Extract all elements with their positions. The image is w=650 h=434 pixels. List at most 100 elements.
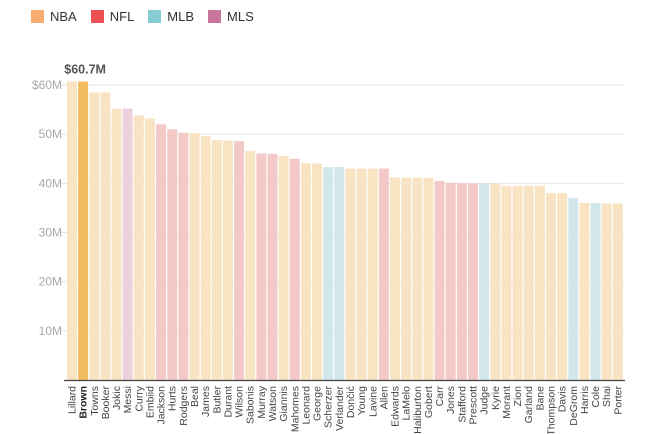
bar-allen: [378, 168, 389, 380]
x-tick-label: Garland: [523, 386, 535, 424]
y-tick-label: 10M: [39, 324, 62, 338]
x-tick-label: Curry: [133, 385, 145, 411]
bar-jackson: [156, 124, 167, 380]
bar-haliburton: [412, 177, 423, 380]
legend-label: MLB: [167, 9, 195, 24]
bar-mahomes: [289, 158, 300, 380]
x-tick-label: Dončić: [345, 386, 357, 418]
bar-george: [312, 163, 323, 380]
x-tick-label: Brown: [78, 386, 90, 419]
x-tick-label: Rodgers: [178, 386, 190, 426]
legend-swatch: [208, 10, 222, 23]
bar-booker: [100, 92, 111, 380]
bar-messi: [122, 108, 133, 380]
x-tick-label: Porter: [612, 385, 624, 414]
chart-legend: NBA NFL MLB MLS: [31, 9, 254, 24]
x-tick-label: Jones: [445, 386, 457, 414]
bar-james: [200, 136, 211, 380]
bar-towns: [89, 92, 100, 380]
legend-item-nfl: NFL: [90, 9, 135, 24]
bar-bane: [534, 185, 545, 380]
bar-lamelo: [401, 177, 412, 380]
bar-porter: [612, 203, 623, 380]
bar-davis: [557, 193, 568, 380]
legend-swatch: [148, 10, 162, 23]
bar-curry: [133, 115, 144, 380]
x-tick-label: Beal: [189, 386, 201, 407]
bar-garland: [523, 185, 534, 380]
x-tick-label: Jackson: [156, 386, 168, 425]
x-tick-label: Watson: [267, 386, 279, 421]
x-tick-label: Judge: [479, 386, 491, 415]
x-tick-label: DeGrom: [568, 386, 580, 426]
x-tick-label: Bane: [534, 386, 546, 411]
bar-embiid: [144, 118, 155, 380]
x-tick-label: Zion: [512, 386, 524, 407]
x-tick-label: Edwards: [390, 386, 402, 427]
y-tick-label: 20M: [39, 275, 62, 289]
x-tick-label: Messi: [122, 386, 134, 413]
bar-shai: [601, 203, 612, 380]
bar-jokic: [111, 108, 122, 380]
bar-dončić: [345, 168, 356, 380]
bar-thompson: [546, 193, 556, 380]
x-tick-label: Jokic: [111, 386, 123, 410]
legend-item-mlb: MLB: [148, 9, 194, 24]
x-tick-label: Morant: [501, 386, 513, 419]
bar-rodgers: [178, 132, 189, 380]
bar-leonard: [300, 163, 311, 380]
x-tick-label: Harris: [579, 386, 591, 414]
bar-edwards: [390, 177, 400, 380]
x-tick-label: Prescott: [468, 386, 480, 425]
bar-jones: [445, 182, 456, 380]
value-annotation: $60.7M: [64, 63, 106, 77]
y-tick-label: 30M: [39, 226, 62, 240]
x-tick-label: Sabonis: [245, 386, 257, 424]
bar-wilson: [234, 141, 245, 380]
x-tick-label: Wilson: [234, 386, 246, 418]
bar-cole: [590, 203, 601, 380]
legend-item-mls: MLS: [208, 9, 254, 24]
y-tick-label: $60M: [32, 78, 62, 92]
bar-watson: [267, 153, 278, 380]
x-tick-label: Durant: [222, 386, 234, 418]
y-tick-label: 40M: [39, 176, 62, 190]
x-tick-label: Lavine: [367, 386, 379, 417]
bar-scherzer: [323, 167, 334, 380]
x-tick-label: Allen: [378, 386, 390, 410]
legend-label: NBA: [50, 9, 77, 24]
x-tick-label: George: [312, 386, 324, 421]
bar-degrom: [568, 198, 579, 380]
x-tick-label: Scherzer: [323, 385, 335, 428]
x-tick-label: Carr: [434, 386, 446, 407]
x-tick-label: Kyrie: [490, 386, 502, 410]
x-tick-label: Booker: [100, 386, 112, 420]
x-tick-label: Stafford: [456, 386, 468, 423]
bar-morant: [501, 185, 512, 380]
x-tick-label: Hurts: [167, 386, 179, 411]
bar-lavine: [367, 168, 378, 380]
x-tick-label: Thompson: [545, 386, 557, 434]
bar-brown: [78, 81, 89, 380]
bar-giannis: [278, 155, 289, 380]
bar-verlander: [334, 167, 345, 380]
bar-butler: [211, 140, 222, 380]
x-tick-label: Butler: [211, 386, 223, 414]
x-tick-label: Verlander: [334, 386, 346, 431]
x-tick-label: Cole: [590, 386, 602, 408]
legend-label: MLS: [227, 9, 254, 24]
x-tick-label: Gobert: [423, 386, 435, 418]
x-tick-label: James: [200, 386, 212, 417]
bar-murray: [256, 153, 267, 380]
legend-swatch: [90, 10, 104, 23]
bar-harris: [579, 203, 590, 380]
bar-young: [356, 168, 367, 380]
bar-beal: [189, 133, 200, 380]
x-tick-label: Towns: [89, 386, 101, 416]
legend-label: NFL: [109, 9, 135, 24]
x-tick-label: Lillard: [66, 386, 78, 414]
bar-durant: [222, 140, 233, 380]
bar-kyrie: [490, 183, 501, 380]
x-tick-label: LaMelo: [401, 386, 413, 421]
bar-lillard: [67, 81, 77, 380]
